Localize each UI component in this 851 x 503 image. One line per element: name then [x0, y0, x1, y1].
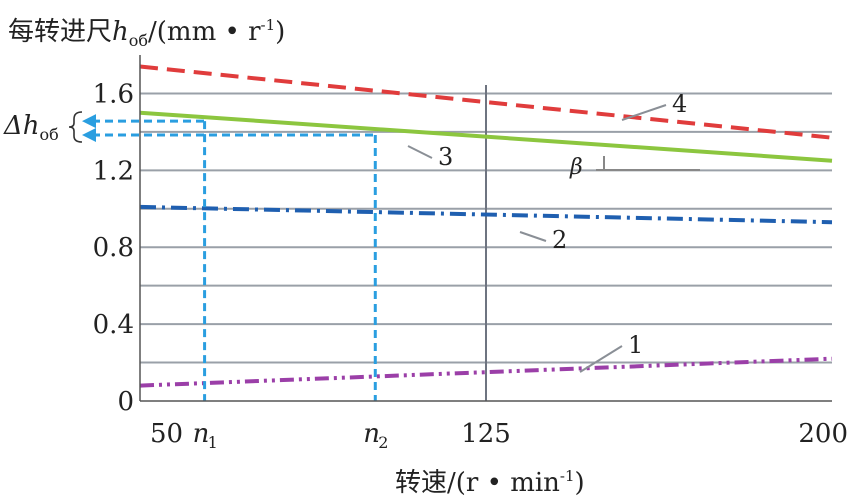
delta-brace — [68, 111, 83, 143]
y-tick-label: 0.4 — [93, 310, 134, 340]
series-line-3 — [139, 110, 833, 163]
marker-layer: n1 n2 — [82, 114, 388, 452]
series-leader-3 — [407, 145, 433, 159]
axes — [139, 55, 832, 402]
y-tick-label: 1.6 — [93, 79, 134, 109]
delta-h-label: Δhоб — [3, 111, 59, 144]
series-layer: 1 2 3 4 — [139, 64, 833, 388]
series-leader-4 — [621, 104, 667, 121]
y-axis-label: 每转进尺hоб/(mm • r-1) — [8, 16, 285, 50]
beta-label: β — [569, 155, 583, 180]
x-marker-sub-n2: 2 — [378, 433, 388, 452]
tick-labels: 0 0.4 0.8 1.2 1.6 50 125 200 — [93, 79, 848, 449]
y-tick-label: 0.8 — [93, 233, 134, 263]
x-tick-label: 125 — [461, 419, 511, 449]
series-leader-2 — [519, 231, 547, 242]
x-marker-label-n1: n — [193, 419, 210, 449]
x-tick-label: 200 — [798, 419, 848, 449]
x-marker-label-n2: n — [363, 419, 380, 449]
grid — [140, 85, 832, 401]
series-line-4 — [139, 64, 833, 140]
x-marker-sub-n1: 1 — [208, 433, 218, 452]
marker-arrow-n2 — [82, 128, 96, 143]
series-line-1 — [139, 356, 833, 388]
series-leader-1 — [579, 345, 623, 373]
series-label-4: 4 — [672, 90, 687, 118]
y-tick-label: 1.2 — [93, 156, 134, 186]
series-line-2 — [139, 204, 833, 225]
series-label-2: 2 — [552, 226, 567, 254]
y-tick-label: 0 — [117, 387, 134, 417]
x-axis-label: 转速/(r • min-1) — [395, 467, 585, 498]
series-label-3: 3 — [438, 143, 453, 171]
x-tick-label: 50 — [150, 419, 183, 449]
series-label-1: 1 — [628, 331, 643, 359]
marker-arrow-n1 — [82, 114, 96, 129]
